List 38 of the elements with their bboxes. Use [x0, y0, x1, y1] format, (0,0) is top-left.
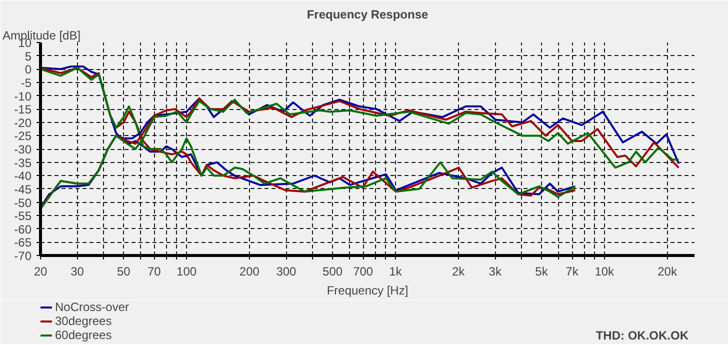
y-tick-label: -60 [14, 222, 32, 236]
x-tick-label: 100 [176, 264, 197, 278]
chart-title: Frequency Response [306, 8, 429, 22]
y-tick-label: -20 [14, 116, 32, 130]
x-tick-label: 500 [322, 264, 343, 278]
x-tick-label: 20 [34, 264, 48, 278]
y-tick-label: 0 [24, 62, 32, 77]
legend-label: 60degrees [55, 328, 112, 342]
x-tick-label: 3k [488, 264, 502, 278]
y-tick-label: -40 [14, 169, 32, 184]
x-tick-label: 50 [116, 264, 131, 278]
y-tick-label: -15 [14, 102, 32, 117]
y-tick-label: -30 [14, 142, 32, 156]
y-tick-label: -70 [14, 249, 32, 263]
x-axis-title: Frequency [Hz] [326, 284, 408, 298]
y-tick-label: -25 [14, 129, 32, 144]
x-tick-label: 7k [566, 264, 580, 278]
x-tick-label: 70 [147, 264, 162, 278]
legend-label: 30degrees [55, 314, 112, 328]
y-tick-label: -10 [14, 89, 32, 104]
x-tick-label: 10k [594, 264, 616, 278]
x-tick-label: 200 [239, 264, 260, 278]
y-tick-label: -35 [14, 156, 32, 170]
x-tick-label: 300 [276, 264, 297, 278]
x-tick-label: 20k [658, 264, 678, 278]
legend-label: NoCross-over [55, 300, 130, 314]
y-tick-label: -5 [20, 76, 32, 90]
x-tick-label: 5k [535, 264, 549, 278]
y-tick-label: -55 [14, 209, 32, 224]
x-tick-label: 700 [353, 264, 374, 278]
text: THD: OK.OK.OK [596, 328, 689, 342]
y-tick-label: -45 [14, 182, 32, 196]
x-tick-label: 2k [452, 264, 466, 278]
x-tick-label: 1k [389, 264, 403, 278]
y-tick-label: -50 [14, 196, 32, 210]
y-tick-label: 5 [24, 49, 32, 64]
y-tick-label: -65 [14, 236, 32, 250]
x-tick-label: 30 [70, 264, 84, 278]
